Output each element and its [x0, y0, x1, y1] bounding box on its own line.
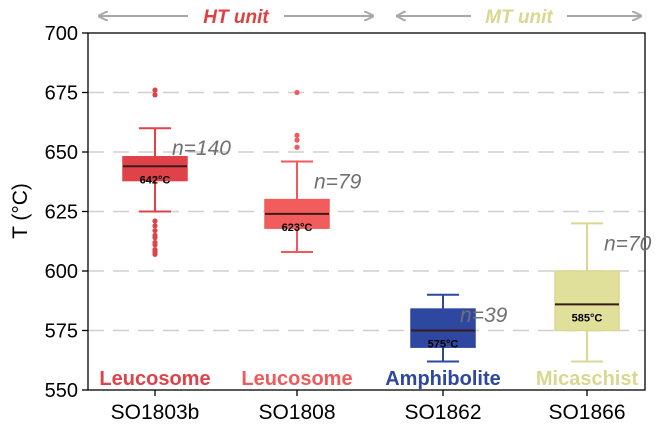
y-tick-label: 675 [45, 83, 78, 105]
median-label: 585°C [572, 312, 603, 324]
outlier-point [294, 89, 300, 96]
y-tick-label: 575 [45, 321, 78, 343]
box-SO1866: 585°C n=70 Micaschist [536, 222, 652, 390]
median-label: 642°C [140, 174, 171, 186]
outlier-point [294, 132, 300, 138]
unit-headers: HT unit MT unit [100, 7, 640, 28]
y-tick-label: 550 [45, 380, 78, 402]
box-iqr [410, 308, 476, 348]
x-tick-label: SO1808 [258, 401, 335, 424]
median-label: 623°C [282, 222, 313, 234]
n-label: n=39 [460, 304, 508, 327]
outlier-point [294, 137, 300, 143]
y-tick-label: 700 [45, 23, 78, 45]
outlier-point [152, 227, 158, 234]
box-iqr [122, 156, 188, 182]
median-label: 575°C [428, 339, 459, 351]
rock-label: Leucosome [241, 368, 352, 390]
outlier-point [152, 242, 158, 248]
outlier-point [294, 144, 300, 150]
box-SO1808: 623°C n=79 Leucosome [241, 89, 362, 390]
box-SO1862: 575°Cn=39 Amphibolite [385, 293, 508, 390]
outlier-point [152, 218, 158, 224]
unit-label: HT unit [203, 7, 269, 28]
x-axis-ticks: SO1803b SO1808 SO1862 SO1866 [111, 390, 626, 424]
outlier-point [152, 235, 158, 241]
x-tick-label: SO1862 [404, 401, 481, 424]
y-axis-ticks: 550 575 600 625 650 675 700 [45, 23, 88, 402]
rock-label: Leucosome [99, 368, 210, 390]
unit-label: MT unit [485, 7, 553, 28]
y-axis-label: T (°C) [9, 183, 32, 239]
n-label: n=70 [604, 232, 652, 255]
y-tick-label: 650 [45, 142, 78, 164]
box-SO1803b: 642°C n=140 Leucosome [99, 87, 231, 390]
outlier-point [152, 92, 158, 98]
x-tick-label: SO1866 [548, 401, 625, 424]
outlier-point [152, 87, 158, 93]
y-tick-label: 600 [45, 261, 78, 283]
outlier-point [152, 223, 158, 229]
boxes: 642°C n=140 Leucosome 623°C n=79 Leucosome 575… [99, 87, 652, 390]
n-label: n=140 [172, 137, 231, 160]
box-iqr [554, 270, 620, 332]
x-tick-label: SO1803b [111, 401, 200, 424]
outlier-point [152, 251, 158, 257]
gridlines [88, 91, 645, 332]
rock-label: Amphibolite [385, 368, 501, 390]
n-label: n=79 [314, 171, 362, 194]
y-tick-label: 625 [45, 202, 78, 224]
rock-label: Micaschist [536, 368, 639, 390]
